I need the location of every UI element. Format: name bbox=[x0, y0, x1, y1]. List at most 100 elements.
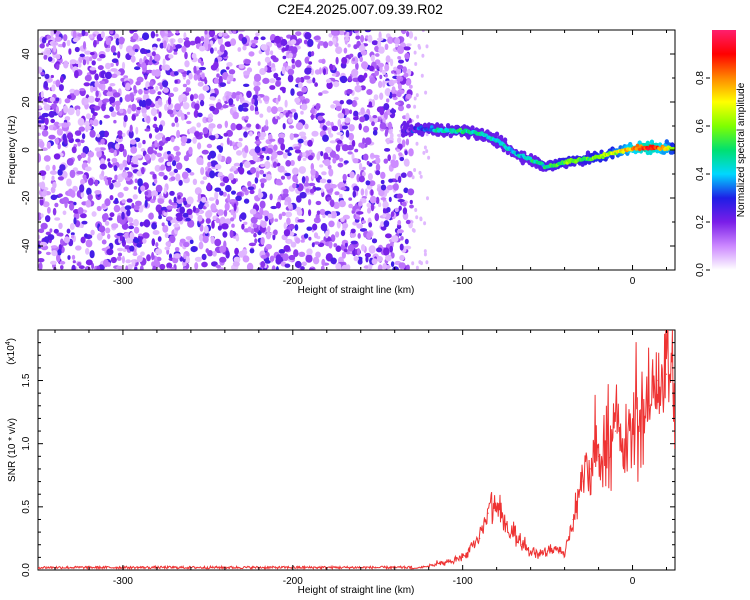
spectrogram-noise-cell bbox=[140, 48, 146, 54]
spectrogram-noise-cell bbox=[89, 56, 93, 62]
spectrogram-noise-cell bbox=[420, 73, 424, 78]
spectrogram-noise-cell bbox=[242, 107, 249, 112]
spectrogram-noise-cell bbox=[187, 168, 192, 173]
spectrogram-noise-cell bbox=[69, 223, 75, 230]
spectrogram-noise-cell bbox=[153, 53, 161, 62]
spectrogram-noise-cell bbox=[131, 259, 136, 267]
spectrogram-noise-cell bbox=[414, 208, 418, 212]
spectrogram-noise-cell bbox=[260, 131, 267, 138]
spectrogram-noise-cell bbox=[114, 174, 118, 181]
spectrogram-noise-cell bbox=[217, 171, 223, 177]
spectrogram-noise-cell bbox=[358, 201, 363, 207]
spectrogram-noise-cell bbox=[115, 104, 120, 112]
spectrogram-noise-cell bbox=[214, 238, 222, 247]
spectrogram-noise-cell bbox=[334, 191, 340, 196]
spectrogram-noise-cell bbox=[400, 236, 404, 241]
spectrogram-noise-cell bbox=[374, 71, 380, 76]
spectrogram-noise-cell bbox=[111, 157, 118, 163]
spectrogram-noise-cell bbox=[62, 41, 66, 48]
spectrogram-noise-cell bbox=[128, 130, 134, 139]
spectrogram-noise-cell bbox=[397, 143, 403, 150]
spectrogram-noise-cell bbox=[317, 43, 321, 50]
spectrogram-noise-cell bbox=[238, 104, 244, 112]
spectrogram-noise-cell bbox=[138, 204, 144, 213]
spectrogram-noise-cell bbox=[105, 47, 111, 53]
spectrogram-noise-cell bbox=[177, 37, 184, 44]
spectrogram-noise-cell bbox=[162, 225, 169, 233]
spectrogram-noise-cell bbox=[330, 104, 336, 109]
spectrogram-noise-cell bbox=[84, 97, 89, 105]
spectrogram-noise-cell bbox=[399, 156, 405, 162]
spectrogram-noise-cell bbox=[360, 43, 365, 51]
spectrogram-noise-cell bbox=[233, 256, 241, 263]
snr-point bbox=[598, 455, 600, 457]
spectrogram-noise-cell bbox=[183, 39, 191, 48]
spectrogram-noise-cell bbox=[354, 30, 359, 33]
spectrogram-noise-cell bbox=[353, 256, 359, 262]
spectrogram-noise-cell bbox=[309, 188, 315, 194]
spectrogram-noise-cell bbox=[87, 151, 95, 158]
spectrogram-noise-cell bbox=[209, 105, 216, 112]
spectrogram-noise-cell bbox=[321, 58, 326, 64]
spectrogram-noise-cell bbox=[113, 33, 120, 40]
spectrogram-noise-cell bbox=[126, 154, 131, 163]
spectrogram-noise-cell bbox=[96, 149, 102, 158]
spectrogram-noise-cell bbox=[133, 238, 140, 244]
spectrogram-noise-cell bbox=[118, 36, 125, 45]
spectrogram-noise-cell bbox=[226, 62, 233, 67]
spectrogram-noise-cell bbox=[375, 170, 381, 176]
spectrogram-noise-cell bbox=[66, 158, 74, 166]
spectrogram-noise-cell bbox=[299, 191, 307, 199]
spectrogram-noise-cell bbox=[326, 196, 332, 201]
spectrogram-noise-cell bbox=[54, 217, 61, 221]
spectrogram-noise-cell bbox=[157, 91, 162, 95]
snr-axes: -300 -200 -100 0 0.0 0.5 1.0 1.5 bbox=[21, 330, 675, 587]
spectrogram-noise-cell bbox=[84, 233, 88, 238]
spectrogram-noise-cell bbox=[352, 158, 359, 164]
spectrogram-noise-cell bbox=[147, 146, 154, 155]
spectrogram-noise-cell bbox=[162, 87, 169, 93]
spectrogram-noise-cell bbox=[45, 164, 50, 171]
spectrogram-noise-cell bbox=[52, 164, 56, 171]
spectrogram-noise-cell bbox=[224, 218, 232, 225]
spectrogram-noise-cell bbox=[361, 61, 369, 70]
spectrogram-noise-cell bbox=[52, 207, 57, 216]
spectrogram-noise-cell bbox=[398, 152, 403, 157]
spectrogram-noise-cell bbox=[264, 260, 271, 264]
spectrogram-noise-cell bbox=[307, 38, 314, 47]
spectrogram-noise-cell bbox=[43, 155, 51, 162]
spectrogram-noise-cell bbox=[99, 120, 103, 125]
spectrogram-noise-cell bbox=[121, 199, 126, 204]
spectrogram-noise-cell bbox=[141, 99, 147, 109]
spectrogram-noise-cell bbox=[243, 198, 250, 204]
spectrogram-noise-cell bbox=[266, 106, 272, 113]
spectrogram-noise-cell bbox=[104, 220, 110, 226]
spectrogram-noise-cell bbox=[170, 267, 175, 270]
spectrogram-noise-cell bbox=[419, 174, 423, 179]
spectrogram-noise-cell bbox=[39, 43, 45, 49]
snr-xtick-label: 0 bbox=[630, 576, 636, 587]
spectrogram-noise-cell bbox=[228, 69, 236, 75]
spectrogram-noise-cell bbox=[421, 30, 425, 33]
spectrogram-noise-cell bbox=[91, 60, 96, 66]
spectrogram-noise-cell bbox=[60, 238, 64, 246]
spectrogram-signal-cell bbox=[601, 155, 605, 159]
spectrogram-noise-cell bbox=[48, 134, 56, 140]
spectrogram-noise-cell bbox=[79, 88, 86, 92]
spectrogram-noise-cell bbox=[105, 62, 111, 70]
spectrogram-noise-cell bbox=[235, 235, 240, 242]
spectrogram-noise-cell bbox=[395, 43, 399, 48]
spectrogram-noise-cell bbox=[98, 130, 107, 138]
spectrogram-noise-cell bbox=[237, 141, 243, 148]
spectrogram-noise-cell bbox=[66, 132, 74, 140]
spectrogram-noise-cell bbox=[276, 150, 284, 156]
spectrogram-noise-cell bbox=[263, 124, 269, 131]
spectrogram-noise-cell bbox=[94, 80, 100, 88]
spectrogram-noise-cell bbox=[270, 55, 277, 60]
spectrogram-noise-cell bbox=[189, 172, 195, 176]
spectrogram-noise-cell bbox=[173, 51, 178, 55]
spectrogram-noise-cell bbox=[111, 58, 119, 63]
spectrogram-noise-cell bbox=[217, 135, 223, 140]
spectrogram-noise-cell bbox=[403, 187, 409, 194]
snr-point bbox=[530, 550, 532, 552]
